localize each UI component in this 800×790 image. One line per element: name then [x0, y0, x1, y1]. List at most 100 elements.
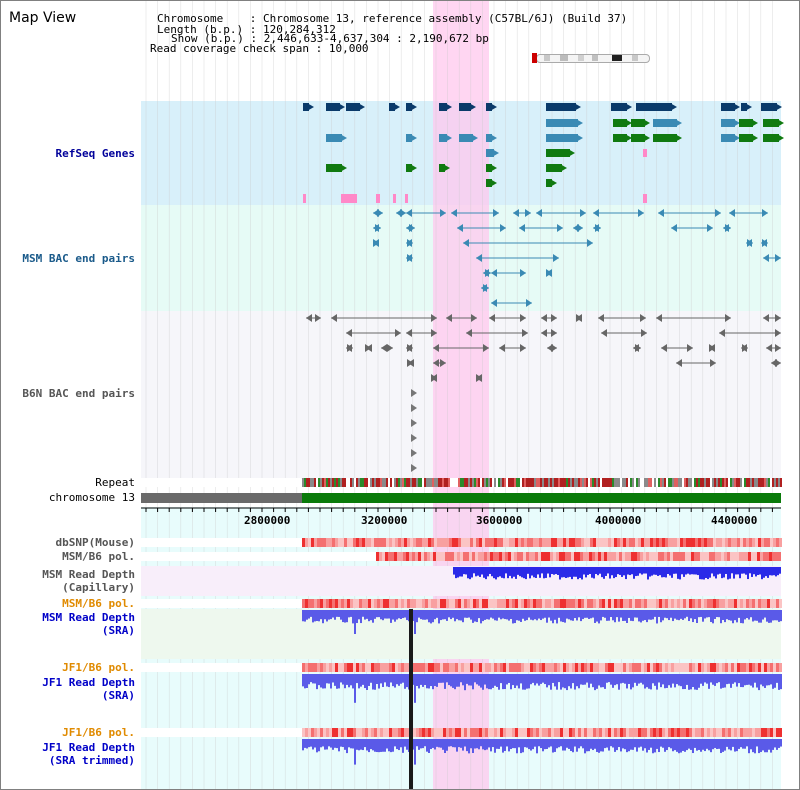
b6n-bac-label[interactable]: B6N BAC end pairs — [22, 387, 135, 400]
depth-bar — [326, 674, 328, 684]
heat-cell — [509, 663, 512, 672]
heat-cell — [545, 728, 548, 737]
depth-bar — [388, 739, 390, 752]
dbsnp-label[interactable]: dbSNP(Mouse) — [55, 536, 135, 549]
depth-bar — [709, 567, 711, 578]
depth-bar — [544, 610, 546, 618]
heat-cell — [533, 728, 536, 737]
depth-bar — [727, 567, 729, 580]
depth-bar — [517, 567, 519, 575]
depth-bar — [494, 739, 496, 753]
refseq-genes-label[interactable]: RefSeq Genes — [55, 147, 135, 160]
jf1-b6-pol-sra-label[interactable]: JF1/B6 pol. — [62, 661, 135, 674]
repeat-feature — [316, 478, 318, 487]
repeat-feature — [560, 478, 562, 487]
heat-cell — [383, 663, 386, 672]
depth-bar — [462, 674, 464, 686]
depth-bar — [366, 674, 368, 690]
jf1-b6-pol-trimmed-label[interactable]: JF1/B6 pol. — [62, 726, 135, 739]
msm-depth-sra-label[interactable]: MSM Read Depth (SRA) — [42, 611, 135, 637]
repeat-feature — [580, 478, 582, 487]
heat-cell — [743, 538, 746, 547]
msm-bac-label[interactable]: MSM BAC end pairs — [22, 252, 135, 265]
heat-cell — [608, 599, 611, 608]
heat-cell — [557, 663, 560, 672]
chromosome-ideogram[interactable] — [532, 53, 652, 63]
heat-cell — [479, 663, 482, 672]
depth-bar — [636, 674, 638, 686]
heat-cell — [455, 599, 458, 608]
repeat-feature — [634, 478, 636, 487]
feature-arrow — [553, 254, 559, 262]
depth-bar — [456, 739, 458, 752]
depth-bar — [725, 567, 727, 574]
depth-bar — [497, 567, 499, 578]
heat-cell — [527, 728, 530, 737]
heat-cell — [374, 538, 377, 547]
depth-bar — [703, 567, 705, 580]
heat-cell — [460, 552, 463, 561]
depth-bar — [318, 739, 320, 752]
depth-bar — [462, 739, 464, 751]
depth-bar — [400, 610, 402, 619]
depth-bar — [702, 610, 704, 622]
heat-cell — [335, 599, 338, 608]
depth-bar — [564, 610, 566, 623]
gene-block — [643, 149, 647, 157]
heat-cell — [332, 728, 335, 737]
repeat-feature — [552, 478, 554, 487]
feature-arrow — [340, 164, 347, 172]
chromosome-bar-green — [302, 493, 781, 503]
feature-arrow — [526, 299, 532, 307]
depth-bar — [518, 739, 520, 748]
msm-depth-capillary-label[interactable]: MSM Read Depth (Capillary) — [42, 568, 135, 594]
heat-cell — [671, 663, 674, 672]
depth-bar — [634, 739, 636, 748]
feature-arrow — [520, 344, 526, 352]
depth-bar — [695, 567, 697, 575]
heat-cell — [572, 728, 575, 737]
depth-bar — [764, 610, 766, 618]
repeat-feature — [384, 478, 386, 487]
depth-bar — [687, 567, 689, 574]
repeat-feature — [628, 478, 630, 487]
repeat-feature — [460, 478, 462, 487]
repeat-feature — [662, 478, 664, 487]
depth-bar — [734, 674, 736, 683]
depth-bar — [681, 567, 683, 575]
msm-b6-pol-sra-label[interactable]: MSM/B6 pol. — [62, 597, 135, 610]
feature-arrow — [358, 103, 365, 111]
repeat-feature — [604, 478, 606, 487]
msm-b6-pol-capillary-label[interactable]: MSM/B6 pol. — [62, 550, 135, 563]
heat-cell — [623, 728, 626, 737]
heat-cell — [749, 728, 752, 737]
heat-cell — [377, 538, 380, 547]
heat-cell — [637, 552, 640, 561]
heat-cell — [728, 599, 731, 608]
depth-bar — [506, 610, 508, 620]
depth-bar — [739, 567, 741, 579]
heat-cell — [335, 728, 338, 737]
jf1-depth-trimmed-label[interactable]: JF1 Read Depth (SRA trimmed) — [42, 741, 135, 767]
heat-cell — [773, 728, 776, 737]
heat-cell — [470, 599, 473, 608]
depth-bar — [640, 674, 642, 683]
depth-bar — [636, 739, 638, 752]
heat-cell — [611, 538, 614, 547]
gene-block — [636, 103, 672, 111]
feature-arrow — [661, 344, 667, 352]
jf1-depth-sra-label[interactable]: JF1 Read Depth (SRA) — [42, 676, 135, 702]
depth-bar — [438, 610, 440, 624]
depth-bar — [592, 674, 594, 688]
heat-cell — [428, 599, 431, 608]
heat-cell — [554, 728, 557, 737]
repeat-feature — [466, 478, 468, 487]
heat-cell — [668, 663, 671, 672]
feature-arrow — [471, 134, 478, 142]
heat-cell — [446, 663, 449, 672]
depth-bar — [490, 674, 492, 690]
heat-cell — [521, 728, 524, 737]
depth-bar — [384, 674, 386, 683]
depth-bar — [479, 567, 481, 577]
